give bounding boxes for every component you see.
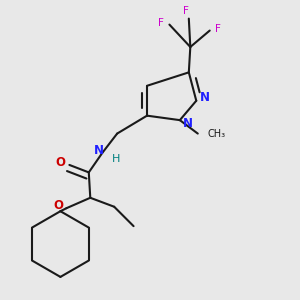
Text: F: F <box>158 18 164 28</box>
Text: H: H <box>112 154 121 164</box>
Text: N: N <box>200 91 210 104</box>
Text: F: F <box>183 6 189 16</box>
Text: N: N <box>94 144 104 157</box>
Text: O: O <box>56 156 65 169</box>
Text: CH₃: CH₃ <box>208 129 226 139</box>
Text: F: F <box>215 24 221 34</box>
Text: O: O <box>53 199 63 212</box>
Text: N: N <box>183 117 193 130</box>
